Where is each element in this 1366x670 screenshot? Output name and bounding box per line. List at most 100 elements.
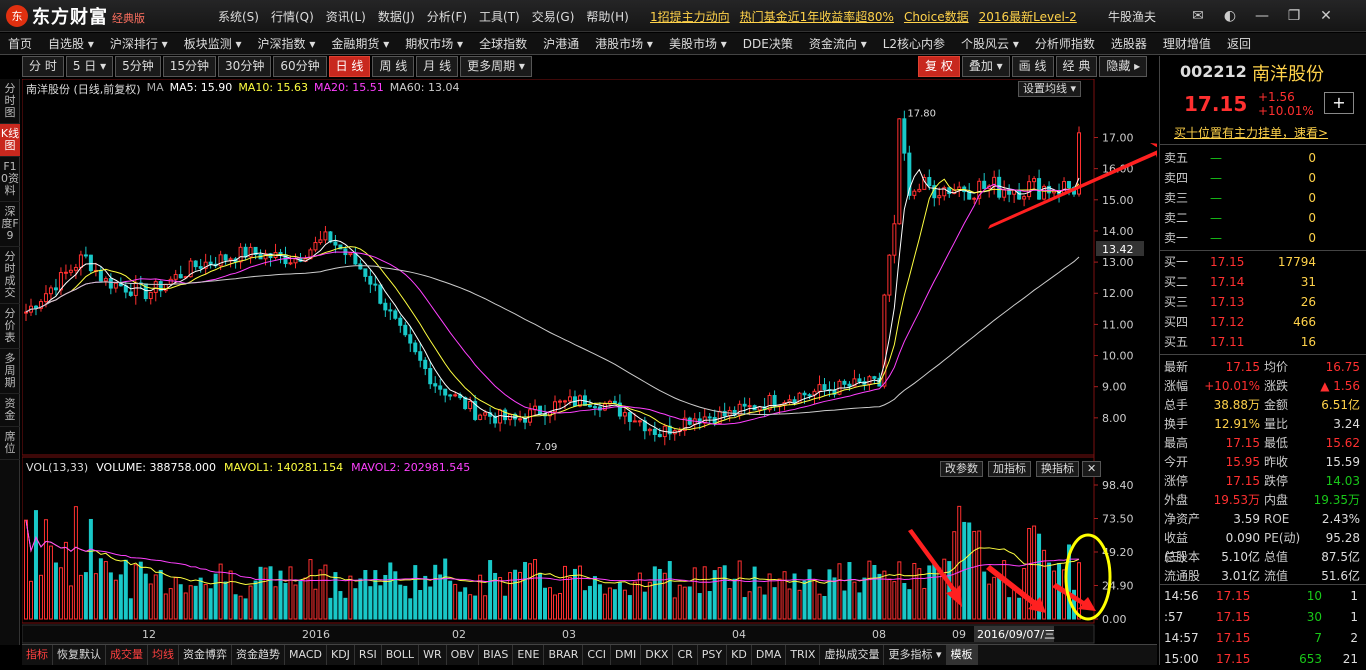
timeframe-button[interactable]: 日 线 xyxy=(328,56,371,77)
volume-bar xyxy=(243,598,248,620)
indicator-tab[interactable]: RSI xyxy=(355,645,382,665)
nav-item[interactable]: DDE决策 xyxy=(742,37,793,51)
user-name[interactable]: 牛股渔夫 xyxy=(1108,10,1157,24)
restore-icon[interactable]: ❐ xyxy=(1287,8,1301,24)
menu-item[interactable]: 资讯(L) xyxy=(325,10,366,24)
indicator-tab[interactable]: 更多指标 ▾ xyxy=(884,645,947,665)
chart-tool-button[interactable]: 画 线 xyxy=(1011,56,1054,77)
nav-item[interactable]: 返回 xyxy=(1226,37,1251,51)
nav-item[interactable]: 沪港通 xyxy=(543,37,580,51)
nav-item[interactable]: 选股器 xyxy=(1110,37,1147,51)
indicator-tab[interactable]: 资金博弈 xyxy=(179,645,232,665)
nav-item[interactable]: 金融期货 ▾ xyxy=(331,37,390,51)
indicator-tab[interactable]: PSY xyxy=(698,645,728,665)
view-tab[interactable]: 多周期 xyxy=(0,349,20,394)
view-tab[interactable]: K线图 xyxy=(0,124,20,157)
indicator-tab[interactable]: TRIX xyxy=(786,645,821,665)
volume-bar xyxy=(972,530,977,620)
timeframe-button[interactable]: 周 线 xyxy=(372,56,415,77)
menu-item[interactable]: 数据(J) xyxy=(377,10,415,24)
nav-item[interactable]: 沪深排行 ▾ xyxy=(109,37,168,51)
chart-tool-button[interactable]: 经 典 xyxy=(1055,56,1098,77)
view-tab[interactable]: 席位 xyxy=(0,427,20,460)
indicator-tab[interactable]: CCI xyxy=(583,645,611,665)
nav-item[interactable]: 期权市场 ▾ xyxy=(405,37,464,51)
switch-indicator-button[interactable]: 换指标 xyxy=(1036,461,1079,477)
view-tab[interactable]: F10资料 xyxy=(0,157,20,202)
nav-item[interactable]: 首页 xyxy=(8,37,33,51)
indicator-tab[interactable]: 虚拟成交量 xyxy=(820,645,885,665)
indicator-tab[interactable]: OBV xyxy=(447,645,480,665)
view-tab[interactable]: 分时图 xyxy=(0,79,20,124)
indicator-tab[interactable]: DMI xyxy=(611,645,642,665)
add-indicator-button[interactable]: 加指标 xyxy=(988,461,1031,477)
indicator-tab[interactable]: CR xyxy=(673,645,698,665)
menu-item[interactable]: 交易(G) xyxy=(531,10,575,24)
timeframe-button[interactable]: 5 日 ▾ xyxy=(65,56,114,77)
nav-item[interactable]: 分析师指数 xyxy=(1034,37,1095,51)
timeframe-button[interactable]: 60分钟 xyxy=(273,56,327,77)
indicator-tab[interactable]: MACD xyxy=(285,645,327,665)
nav-item[interactable]: 资金流向 ▾ xyxy=(808,37,867,51)
candle-body xyxy=(78,254,83,268)
indicator-tab[interactable]: KD xyxy=(727,645,752,665)
timeframe-button[interactable]: 分 时 xyxy=(22,56,64,77)
indicator-tab[interactable]: DKX xyxy=(641,645,674,665)
close-icon[interactable]: ✕ xyxy=(1320,8,1332,24)
indicator-tab[interactable]: 资金趋势 xyxy=(232,645,285,665)
nav-item[interactable]: 港股市场 ▾ xyxy=(595,37,653,51)
chart-tool-button[interactable]: 叠加 ▾ xyxy=(961,56,1010,77)
skin-icon[interactable]: ◐ xyxy=(1223,8,1237,24)
add-watchlist-button[interactable]: + xyxy=(1324,92,1354,114)
close-indicator-button[interactable]: ✕ xyxy=(1082,461,1102,477)
chart-tool-button[interactable]: 复 权 xyxy=(918,56,960,77)
nav-item[interactable]: 沪深指数 ▾ xyxy=(257,37,316,51)
indicator-tab[interactable]: ENE xyxy=(513,645,545,665)
indicator-tab[interactable]: 成交量 xyxy=(106,645,148,665)
timeframe-button[interactable]: 月 线 xyxy=(416,56,459,77)
ma-settings-button[interactable]: 设置均线 ▾ xyxy=(1018,81,1082,97)
nav-item[interactable]: 理财增值 xyxy=(1162,37,1211,51)
menu-item[interactable]: 系统(S) xyxy=(218,10,259,24)
nav-item[interactable]: 全球指数 xyxy=(479,37,528,51)
ticker-link[interactable]: 热门基金近1年收益率超80% xyxy=(739,10,894,24)
edit-params-button[interactable]: 改参数 xyxy=(940,461,983,477)
view-tab[interactable]: 分时成交 xyxy=(0,247,20,304)
view-tab[interactable]: 资金 xyxy=(0,394,20,427)
timeframe-button[interactable]: 5分钟 xyxy=(115,56,161,77)
nav-item[interactable]: L2核心内参 xyxy=(882,37,946,51)
chart-tool-button[interactable]: 隐藏 ▸ xyxy=(1099,56,1148,77)
nav-item[interactable]: 自选股 ▾ xyxy=(48,37,94,51)
indicator-tab[interactable]: 指标 xyxy=(22,645,53,665)
volume-bar xyxy=(523,561,528,620)
indicator-tab[interactable]: WR xyxy=(419,645,447,665)
nav-item[interactable]: 板块监测 ▾ xyxy=(183,37,242,51)
indicator-tab[interactable]: BRAR xyxy=(544,645,584,665)
timeframe-button[interactable]: 更多周期 ▾ xyxy=(460,56,532,77)
menu-item[interactable]: 行情(Q) xyxy=(270,10,314,24)
view-tab[interactable]: 分价表 xyxy=(0,304,20,349)
ticker-link[interactable]: Choice数据 xyxy=(903,10,969,24)
indicator-tab[interactable]: BOLL xyxy=(382,645,420,665)
mail-icon[interactable]: ✉ xyxy=(1192,8,1204,24)
tick-v: 7 xyxy=(1314,631,1322,645)
ticker-link[interactable]: 2016最新Level-2 xyxy=(978,10,1077,24)
indicator-tab[interactable]: 恢复默认 xyxy=(53,645,106,665)
minimize-icon[interactable]: — xyxy=(1255,8,1269,24)
nav-item[interactable]: 个股风云 ▾ xyxy=(961,37,1019,51)
view-tab[interactable]: 深度F9 xyxy=(0,202,20,247)
menu-item[interactable]: 工具(T) xyxy=(479,10,520,24)
indicator-tab[interactable]: 模板 xyxy=(946,645,978,665)
nav-item[interactable]: 美股市场 ▾ xyxy=(668,37,727,51)
menu-item[interactable]: 帮助(H) xyxy=(586,10,629,24)
indicator-tab[interactable]: DMA xyxy=(752,645,787,665)
menu-item[interactable]: 分析(F) xyxy=(426,10,468,24)
indicator-tab[interactable]: KDJ xyxy=(327,645,355,665)
timeframe-button[interactable]: 15分钟 xyxy=(162,56,217,77)
timeframe-button[interactable]: 30分钟 xyxy=(218,56,272,77)
ticker-link[interactable]: 1招提主力动向 xyxy=(650,10,730,24)
indicator-tab[interactable]: BIAS xyxy=(479,645,514,665)
main-order-notice[interactable]: 买十位置有主力挂单，速看> xyxy=(1174,126,1329,140)
indicator-tab[interactable]: 均线 xyxy=(148,645,179,665)
kline-svg: 17.0016.0015.0014.0013.0012.0011.0010.00… xyxy=(21,78,1172,644)
